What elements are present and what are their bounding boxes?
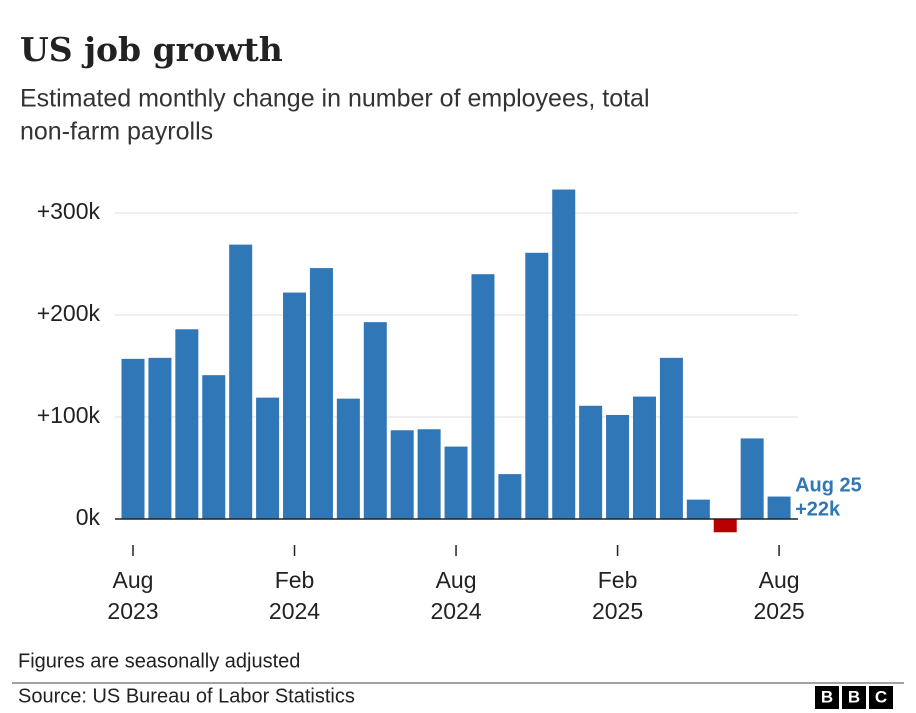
bar (390, 430, 414, 519)
bar (229, 244, 253, 519)
logo-box (815, 686, 839, 709)
bar (552, 189, 576, 520)
annotation: Aug 25 (795, 474, 862, 496)
chart-subtitle: non-farm payrolls (20, 118, 213, 146)
y-tick-label: +200k (37, 300, 101, 326)
bar (579, 405, 603, 519)
bar (740, 438, 764, 519)
bar (336, 398, 360, 519)
logo-box (842, 686, 866, 709)
source: Source: US Bureau of Labor Statistics (18, 685, 355, 707)
bar (309, 268, 333, 519)
bar (471, 274, 495, 519)
bar (498, 474, 522, 519)
logo-letter: C (875, 687, 887, 706)
y-tick-label: +300k (37, 198, 101, 224)
bar (175, 329, 199, 519)
bar (417, 429, 441, 519)
note: Figures are seasonally adjusted (18, 650, 300, 672)
bar (606, 414, 630, 519)
bar (659, 357, 683, 519)
bar (632, 396, 656, 519)
x-tick-label: Aug 2024 (430, 567, 481, 624)
logo-letter: B (848, 687, 860, 706)
logo-letter: B (821, 687, 833, 706)
bar (121, 358, 145, 519)
bar (767, 496, 791, 519)
bar (363, 322, 387, 519)
bar (713, 519, 737, 533)
x-tick-label: Feb 2024 (269, 567, 320, 624)
chart-subtitle: Estimated monthly change in number of em… (20, 85, 650, 113)
bar (686, 499, 710, 519)
bar (256, 397, 280, 519)
bar (283, 292, 307, 519)
x-tick-label: Feb 2025 (592, 567, 643, 624)
chart-title: US job growth (20, 30, 283, 69)
bar (202, 375, 226, 519)
value-label: +22k (795, 498, 841, 520)
bar (148, 357, 172, 519)
logo-box (869, 686, 893, 709)
x-tick-label: Aug 2023 (107, 567, 158, 624)
bar (444, 446, 468, 519)
y-tick-label: +100k (37, 402, 101, 428)
y-tick-label: 0k (76, 504, 101, 530)
x-tick-label: Aug 2025 (753, 567, 804, 624)
bar (525, 252, 549, 519)
